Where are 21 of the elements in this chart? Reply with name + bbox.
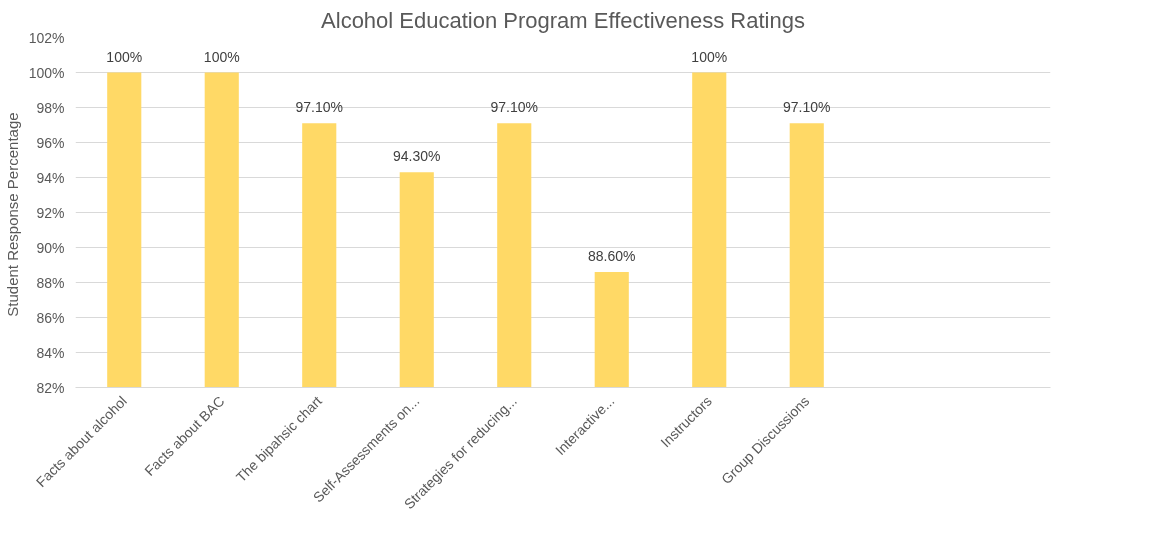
- y-tick-label: 88%: [36, 274, 65, 291]
- y-tick-label: 98%: [36, 99, 65, 116]
- y-tick-label: 90%: [36, 239, 65, 256]
- y-tick-label: 96%: [36, 134, 65, 151]
- data-label: 97.10%: [783, 99, 831, 116]
- y-axis-title: Student Response Percentage: [3, 112, 21, 317]
- y-tick-label: 92%: [36, 204, 65, 221]
- y-tick-label: 102%: [28, 29, 65, 46]
- data-label: 97.10%: [490, 99, 538, 116]
- y-tick-label: 84%: [36, 344, 65, 361]
- chart-title: Alcohol Education Program Effectiveness Ratings: [321, 7, 805, 33]
- data-label: 97.10%: [295, 99, 343, 116]
- data-label: 94.30%: [393, 148, 441, 165]
- y-tick-label: 94%: [36, 169, 65, 186]
- data-label: 100%: [691, 48, 728, 65]
- y-tick-label: 82%: [36, 379, 65, 396]
- y-tick-label: 100%: [28, 64, 65, 81]
- data-label: 100%: [106, 48, 143, 65]
- y-tick-label: 86%: [36, 309, 65, 326]
- data-label: 88.60%: [588, 248, 636, 264]
- data-label: 100%: [203, 48, 240, 65]
